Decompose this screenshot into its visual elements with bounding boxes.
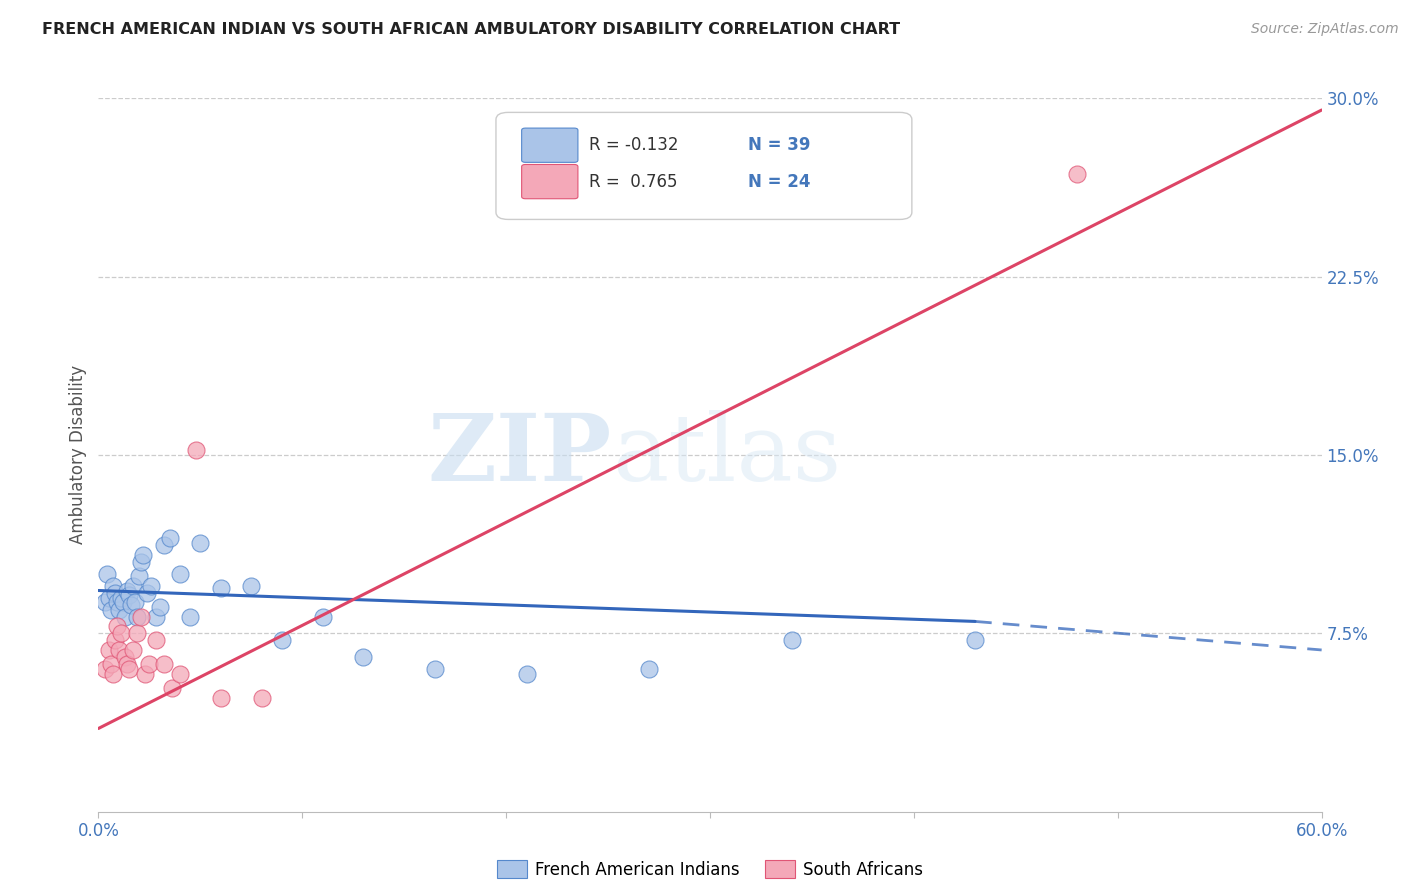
Point — [240, 579, 263, 593]
Point — [105, 619, 128, 633]
Point — [114, 609, 136, 624]
Point — [352, 650, 374, 665]
Point — [160, 681, 183, 695]
Point — [114, 650, 136, 665]
Point — [179, 609, 201, 624]
Point — [209, 581, 232, 595]
Point — [101, 666, 124, 681]
Point — [104, 586, 127, 600]
Point — [138, 657, 160, 672]
Point — [136, 586, 159, 600]
Point — [129, 609, 152, 624]
Point — [100, 602, 122, 616]
Point — [105, 595, 128, 609]
Point — [127, 609, 149, 624]
Point — [149, 600, 172, 615]
Point — [780, 633, 803, 648]
Text: N = 24: N = 24 — [748, 173, 810, 191]
Point — [129, 555, 152, 569]
Point — [141, 579, 163, 593]
Point — [145, 633, 167, 648]
Point — [93, 595, 115, 609]
Point — [312, 609, 335, 624]
Point — [96, 566, 118, 581]
Point — [122, 579, 145, 593]
Point — [115, 583, 138, 598]
Point — [93, 662, 115, 676]
Point — [186, 443, 208, 458]
Point — [97, 591, 120, 605]
Point — [120, 598, 142, 612]
Point — [270, 633, 294, 648]
Point — [169, 566, 191, 581]
Point — [132, 548, 155, 562]
Point — [101, 579, 124, 593]
Text: R =  0.765: R = 0.765 — [589, 173, 678, 191]
Text: atlas: atlas — [612, 410, 841, 500]
Point — [110, 591, 132, 605]
Text: ZIP: ZIP — [427, 410, 612, 500]
Point — [423, 662, 446, 676]
Point — [128, 569, 150, 583]
Point — [108, 602, 131, 616]
Point — [134, 666, 156, 681]
Text: R = -0.132: R = -0.132 — [589, 136, 679, 154]
Point — [152, 538, 174, 552]
FancyBboxPatch shape — [522, 164, 578, 199]
Point — [118, 588, 141, 602]
Point — [127, 626, 149, 640]
Point — [188, 536, 212, 550]
Point — [159, 531, 181, 545]
FancyBboxPatch shape — [496, 112, 912, 219]
Text: N = 39: N = 39 — [748, 136, 810, 154]
Point — [97, 643, 120, 657]
Point — [250, 690, 273, 705]
Legend: French American Indians, South Africans: French American Indians, South Africans — [491, 854, 929, 886]
Text: Source: ZipAtlas.com: Source: ZipAtlas.com — [1251, 22, 1399, 37]
Y-axis label: Ambulatory Disability: Ambulatory Disability — [69, 366, 87, 544]
Point — [110, 626, 132, 640]
Point — [1066, 167, 1088, 181]
Point — [169, 666, 191, 681]
Point — [209, 690, 232, 705]
Point — [152, 657, 174, 672]
Point — [638, 662, 661, 676]
Point — [516, 666, 538, 681]
Point — [108, 643, 131, 657]
Point — [104, 633, 127, 648]
Point — [100, 657, 122, 672]
FancyBboxPatch shape — [522, 128, 578, 162]
Point — [115, 657, 138, 672]
Point — [124, 595, 146, 609]
Text: FRENCH AMERICAN INDIAN VS SOUTH AFRICAN AMBULATORY DISABILITY CORRELATION CHART: FRENCH AMERICAN INDIAN VS SOUTH AFRICAN … — [42, 22, 900, 37]
Point — [118, 662, 141, 676]
Point — [965, 633, 987, 648]
Point — [145, 609, 167, 624]
Point — [122, 643, 145, 657]
Point — [111, 595, 134, 609]
